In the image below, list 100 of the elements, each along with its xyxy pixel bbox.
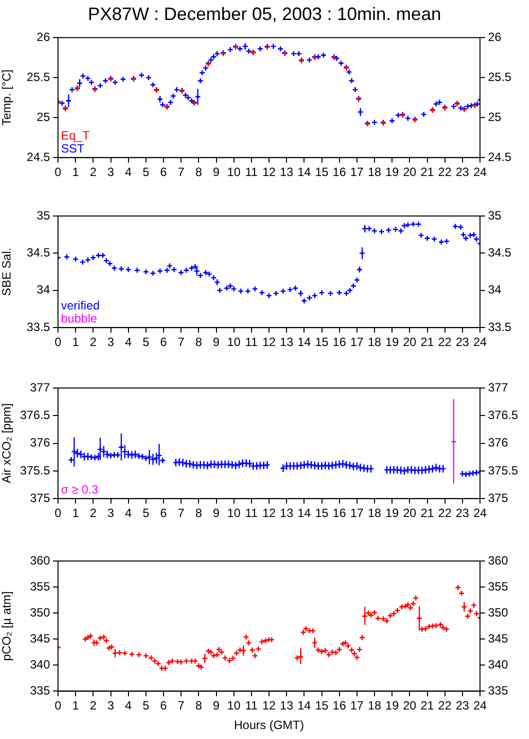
x-tick-label: 17 xyxy=(350,165,364,180)
x-tick-label: 19 xyxy=(385,506,400,520)
y2-tick-label: 26 xyxy=(488,30,502,44)
series-label: Eq_T xyxy=(61,128,90,143)
x-tick-label: 5 xyxy=(142,335,150,350)
y-axis-title: Temp. [°C] xyxy=(0,70,14,126)
x-tick-label: 23 xyxy=(456,698,470,713)
x-tick-label: 5 xyxy=(142,698,150,713)
x-tick-label: 20 xyxy=(402,698,417,713)
x-tick-label: 4 xyxy=(124,698,132,713)
x-tick-label: 23 xyxy=(456,165,470,180)
y-tick-label: 377 xyxy=(30,380,50,394)
x-tick-label: 12 xyxy=(262,506,276,520)
x-tick-label: 0 xyxy=(54,165,62,180)
x-tick-label: 21 xyxy=(420,335,434,350)
x-tick-label: 16 xyxy=(332,335,346,350)
x-tick-label: 23 xyxy=(456,506,470,520)
x-tick-label: 10 xyxy=(227,335,241,350)
x-tick-label: 6 xyxy=(160,165,168,180)
x-tick-label: 23 xyxy=(456,335,470,350)
x-tick-label: 22 xyxy=(438,698,452,713)
text: verified xyxy=(61,298,100,313)
x-tick-label: 4 xyxy=(124,165,132,180)
x-tick-label: 16 xyxy=(332,698,346,713)
x-tick-label: 21 xyxy=(420,165,434,180)
chart-title: PX87W : December 05, 2003 : 10min. mean xyxy=(88,4,442,24)
y2-tick-label: 25 xyxy=(488,110,502,124)
y-tick-label: 376 xyxy=(30,436,50,450)
x-tick-label: 3 xyxy=(107,165,114,180)
x-tick-label: 8 xyxy=(195,506,202,520)
x-tick-label: 15 xyxy=(315,335,329,350)
x-tick-label: 24 xyxy=(473,506,487,520)
y-tick-label: 34.5 xyxy=(26,246,50,260)
x-tick-label: 14 xyxy=(297,335,312,350)
y2-tick-label: 25.5 xyxy=(488,70,512,84)
x-tick-label: 1 xyxy=(72,335,80,350)
x-tick-label: 9 xyxy=(212,335,220,350)
x-tick-label: 11 xyxy=(245,165,258,180)
y2-tick-label: 33.5 xyxy=(488,320,512,334)
y2-tick-label: 345 xyxy=(488,631,508,646)
x-tick-label: 9 xyxy=(212,165,220,180)
y-tick-label: 35 xyxy=(36,208,50,222)
x-tick-label: 9 xyxy=(212,698,220,713)
y2-tick-label: 377 xyxy=(488,380,508,394)
x-tick-label: 20 xyxy=(402,335,417,350)
y-tick-label: 340 xyxy=(30,657,50,672)
y-tick-label: 345 xyxy=(30,631,50,646)
y-axis-title: SBE Sal. xyxy=(0,248,14,296)
x-tick-label: 12 xyxy=(262,165,276,180)
y-tick-label: 34 xyxy=(36,282,50,297)
x-tick-label: 3 xyxy=(107,698,114,713)
x-tick-label: 11 xyxy=(245,335,258,350)
y2-tick-label: 340 xyxy=(488,657,508,672)
x-tick-label: 21 xyxy=(420,698,434,713)
x-tick-label: 7 xyxy=(178,335,185,350)
x-tick-label: 0 xyxy=(54,335,62,350)
x-tick-label: 18 xyxy=(368,335,382,350)
x-tick-label: 11 xyxy=(245,506,258,520)
x-tick-label: 4 xyxy=(124,335,132,350)
legend-label: bubble xyxy=(61,312,98,326)
y2-tick-label: 375.5 xyxy=(488,463,518,478)
x-tick-label: 16 xyxy=(332,506,346,520)
y-tick-label: 335 xyxy=(30,684,50,698)
x-tick-label: 7 xyxy=(178,165,185,180)
y-tick-label: 25.5 xyxy=(26,70,50,84)
x-tick-label: 15 xyxy=(315,698,329,713)
x-tick-label: 18 xyxy=(368,698,382,713)
x-tick-label: 14 xyxy=(297,698,312,713)
x-tick-label: 13 xyxy=(280,698,294,713)
x-tick-label: 2 xyxy=(90,506,97,520)
y-tick-label: 355 xyxy=(30,579,50,594)
x-tick-label: 8 xyxy=(195,165,202,180)
x-tick-label: 19 xyxy=(385,335,400,350)
x-tick-label: 16 xyxy=(332,165,346,180)
text: σ ≥ 0.3 xyxy=(61,482,99,497)
x-tick-label: 6 xyxy=(160,698,168,713)
x-tick-label: 24 xyxy=(473,165,487,180)
x-tick-label: 8 xyxy=(195,698,202,713)
x-tick-label: 13 xyxy=(280,165,294,180)
y-tick-label: 350 xyxy=(30,605,50,620)
x-tick-label: 15 xyxy=(315,165,329,180)
x-tick-label: 18 xyxy=(368,506,382,520)
x-tick-label: 8 xyxy=(195,335,202,350)
x-tick-label: 10 xyxy=(227,165,241,180)
x-tick-label: 22 xyxy=(438,165,452,180)
x-tick-label: 17 xyxy=(350,506,364,520)
y-tick-label: 376.5 xyxy=(20,408,50,422)
x-tick-label: 1 xyxy=(72,506,80,520)
x-tick-label: 2 xyxy=(90,698,97,713)
x-tick-label: 6 xyxy=(160,335,168,350)
x-tick-label: 1 xyxy=(72,698,80,713)
y-tick-label: 375.5 xyxy=(20,463,50,478)
x-tick-label: 10 xyxy=(227,506,241,520)
x-tick-label: 24 xyxy=(473,335,487,350)
x-tick-label: 4 xyxy=(124,506,132,520)
x-axis-title: Hours (GMT) xyxy=(234,718,304,732)
y2-tick-label: 335 xyxy=(488,684,508,698)
y2-tick-label: 375 xyxy=(488,490,508,505)
y-tick-label: 33.5 xyxy=(26,320,50,334)
y-tick-label: 360 xyxy=(30,553,50,568)
